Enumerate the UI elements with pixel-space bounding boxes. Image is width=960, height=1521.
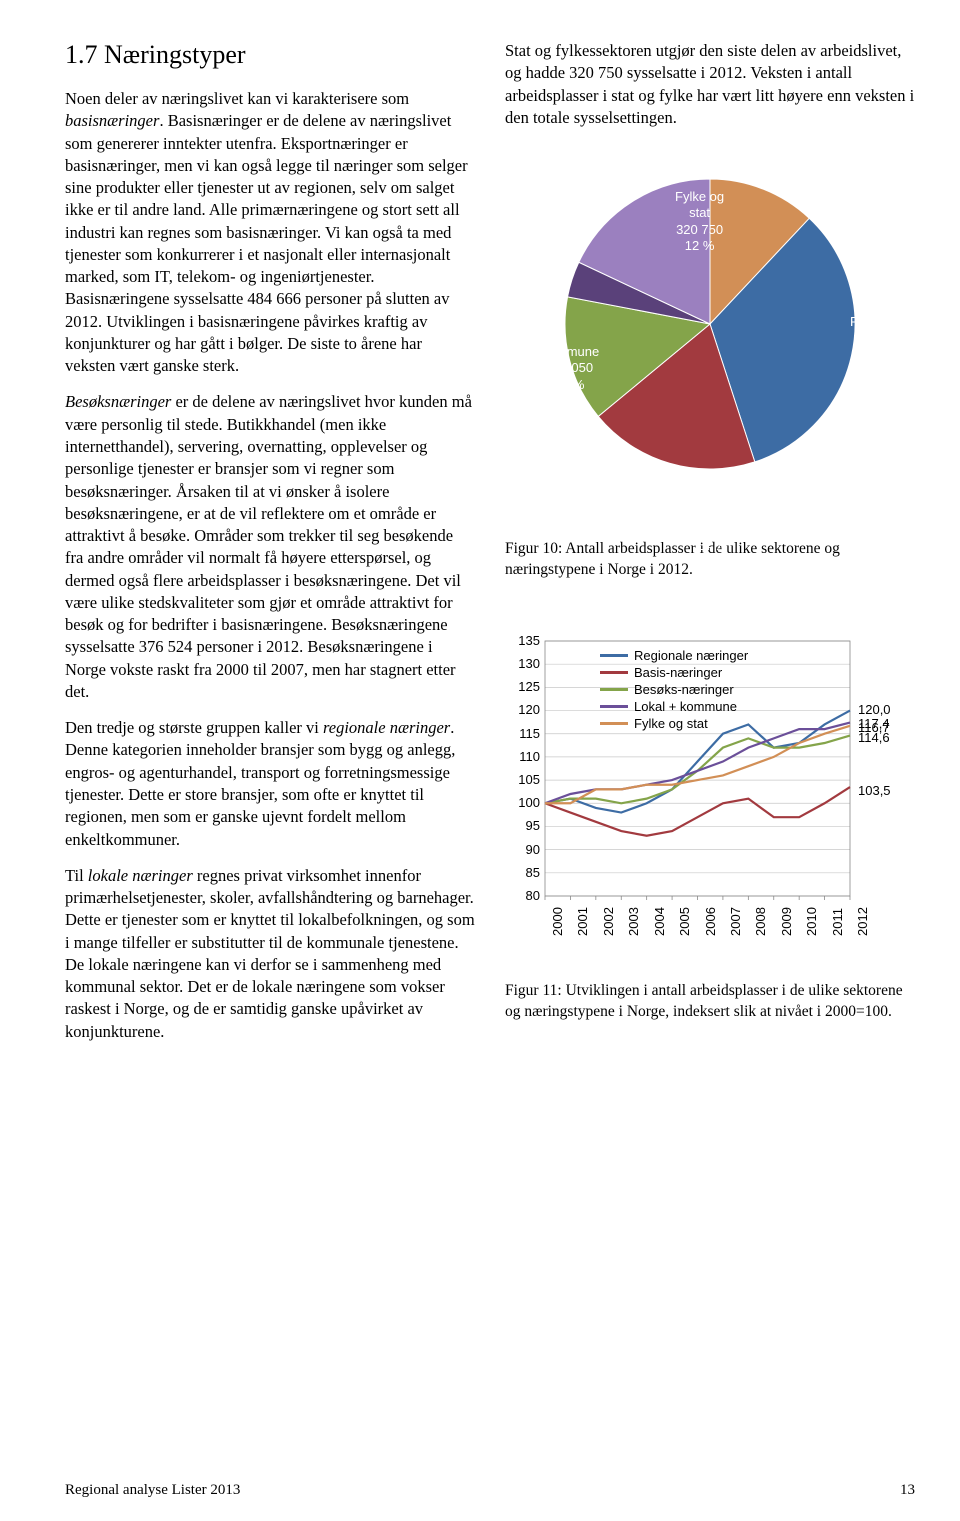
- footer-right: 13: [900, 1482, 915, 1499]
- legend-item: Basis-næringer: [600, 664, 748, 681]
- para-right: Stat og fylkessektoren utgjør den siste …: [505, 40, 915, 129]
- fig11-caption: Figur 11: Utviklingen i antall arbeidspl…: [505, 981, 915, 1023]
- y-tick-label: 115: [510, 726, 540, 741]
- series-end-label: 114,6: [858, 730, 890, 745]
- y-tick-label: 105: [510, 772, 540, 787]
- x-tick-label: 2010: [804, 907, 819, 936]
- legend-swatch: [600, 671, 628, 674]
- para-2: Besøksnæringer er de delene av næringsli…: [65, 391, 475, 703]
- x-tick-label: 2008: [753, 907, 768, 936]
- y-tick-label: 125: [510, 679, 540, 694]
- legend-swatch: [600, 722, 628, 725]
- legend-swatch: [600, 688, 628, 691]
- para-1: Noen deler av næringslivet kan vi karakt…: [65, 88, 475, 377]
- x-tick-label: 2004: [652, 907, 667, 936]
- line-chart: Regionale næringer Basis-næringer Besøks-n…: [505, 631, 915, 971]
- pie-slice-label: Lokal 106 149 4 %: [565, 439, 612, 488]
- x-tick-label: 2009: [779, 907, 794, 936]
- x-tick-label: 2006: [703, 907, 718, 936]
- pie-slice-label: Fylke og stat 320 750 12 %: [675, 189, 724, 254]
- x-tick-label: 2000: [550, 907, 565, 936]
- y-tick-label: 100: [510, 795, 540, 810]
- x-tick-label: 2011: [830, 908, 845, 936]
- legend-item: Regionale næringer: [600, 647, 748, 664]
- pie-slice-label: Basis- næringer 484 666 19 %: [810, 474, 862, 539]
- y-tick-label: 110: [510, 749, 540, 764]
- legend-label: Regionale næringer: [634, 648, 748, 663]
- legend-swatch: [600, 705, 628, 708]
- x-tick-label: 2003: [626, 907, 641, 936]
- footer-left: Regional analyse Lister 2013: [65, 1482, 240, 1499]
- series-line: [545, 726, 850, 803]
- legend-label: Fylke og stat: [634, 716, 708, 731]
- series-end-label: 103,5: [858, 783, 891, 798]
- y-tick-label: 90: [510, 842, 540, 857]
- y-tick-label: 85: [510, 865, 540, 880]
- x-tick-label: 2012: [855, 907, 870, 936]
- legend-item: Fylke og stat: [600, 715, 748, 732]
- x-tick-label: 2007: [728, 907, 743, 936]
- legend-label: Basis-næringer: [634, 665, 722, 680]
- pie-slice-label: Kommune 457 050 18 %: [540, 344, 599, 393]
- x-tick-label: 2001: [575, 907, 590, 936]
- para-4: Til lokale næringer regnes privat virkso…: [65, 865, 475, 1043]
- y-tick-label: 120: [510, 702, 540, 717]
- para-3: Den tredje og største gruppen kaller vi …: [65, 717, 475, 851]
- legend-label: Lokal + kommune: [634, 699, 737, 714]
- legend-swatch: [600, 654, 628, 657]
- y-tick-label: 135: [510, 633, 540, 648]
- pie-slice-label: Regionale næringer 843 172 33 %: [850, 314, 909, 379]
- legend-item: Besøks-næringer: [600, 681, 748, 698]
- series-line: [545, 787, 850, 836]
- legend-item: Lokal + kommune: [600, 698, 748, 715]
- y-tick-label: 130: [510, 656, 540, 671]
- x-tick-label: 2005: [677, 907, 692, 936]
- x-tick-label: 2002: [601, 907, 616, 936]
- pie-chart: Fylke og stat 320 750 12 % Regionale næri…: [505, 149, 915, 529]
- legend-label: Besøks-næringer: [634, 682, 734, 697]
- pie-slice-label: Besøks- næringer 376 524 14 %: [685, 489, 737, 554]
- y-tick-label: 80: [510, 888, 540, 903]
- section-heading: 1.7 Næringstyper: [65, 40, 475, 70]
- line-legend: Regionale næringer Basis-næringer Besøks-n…: [600, 647, 748, 732]
- y-tick-label: 95: [510, 818, 540, 833]
